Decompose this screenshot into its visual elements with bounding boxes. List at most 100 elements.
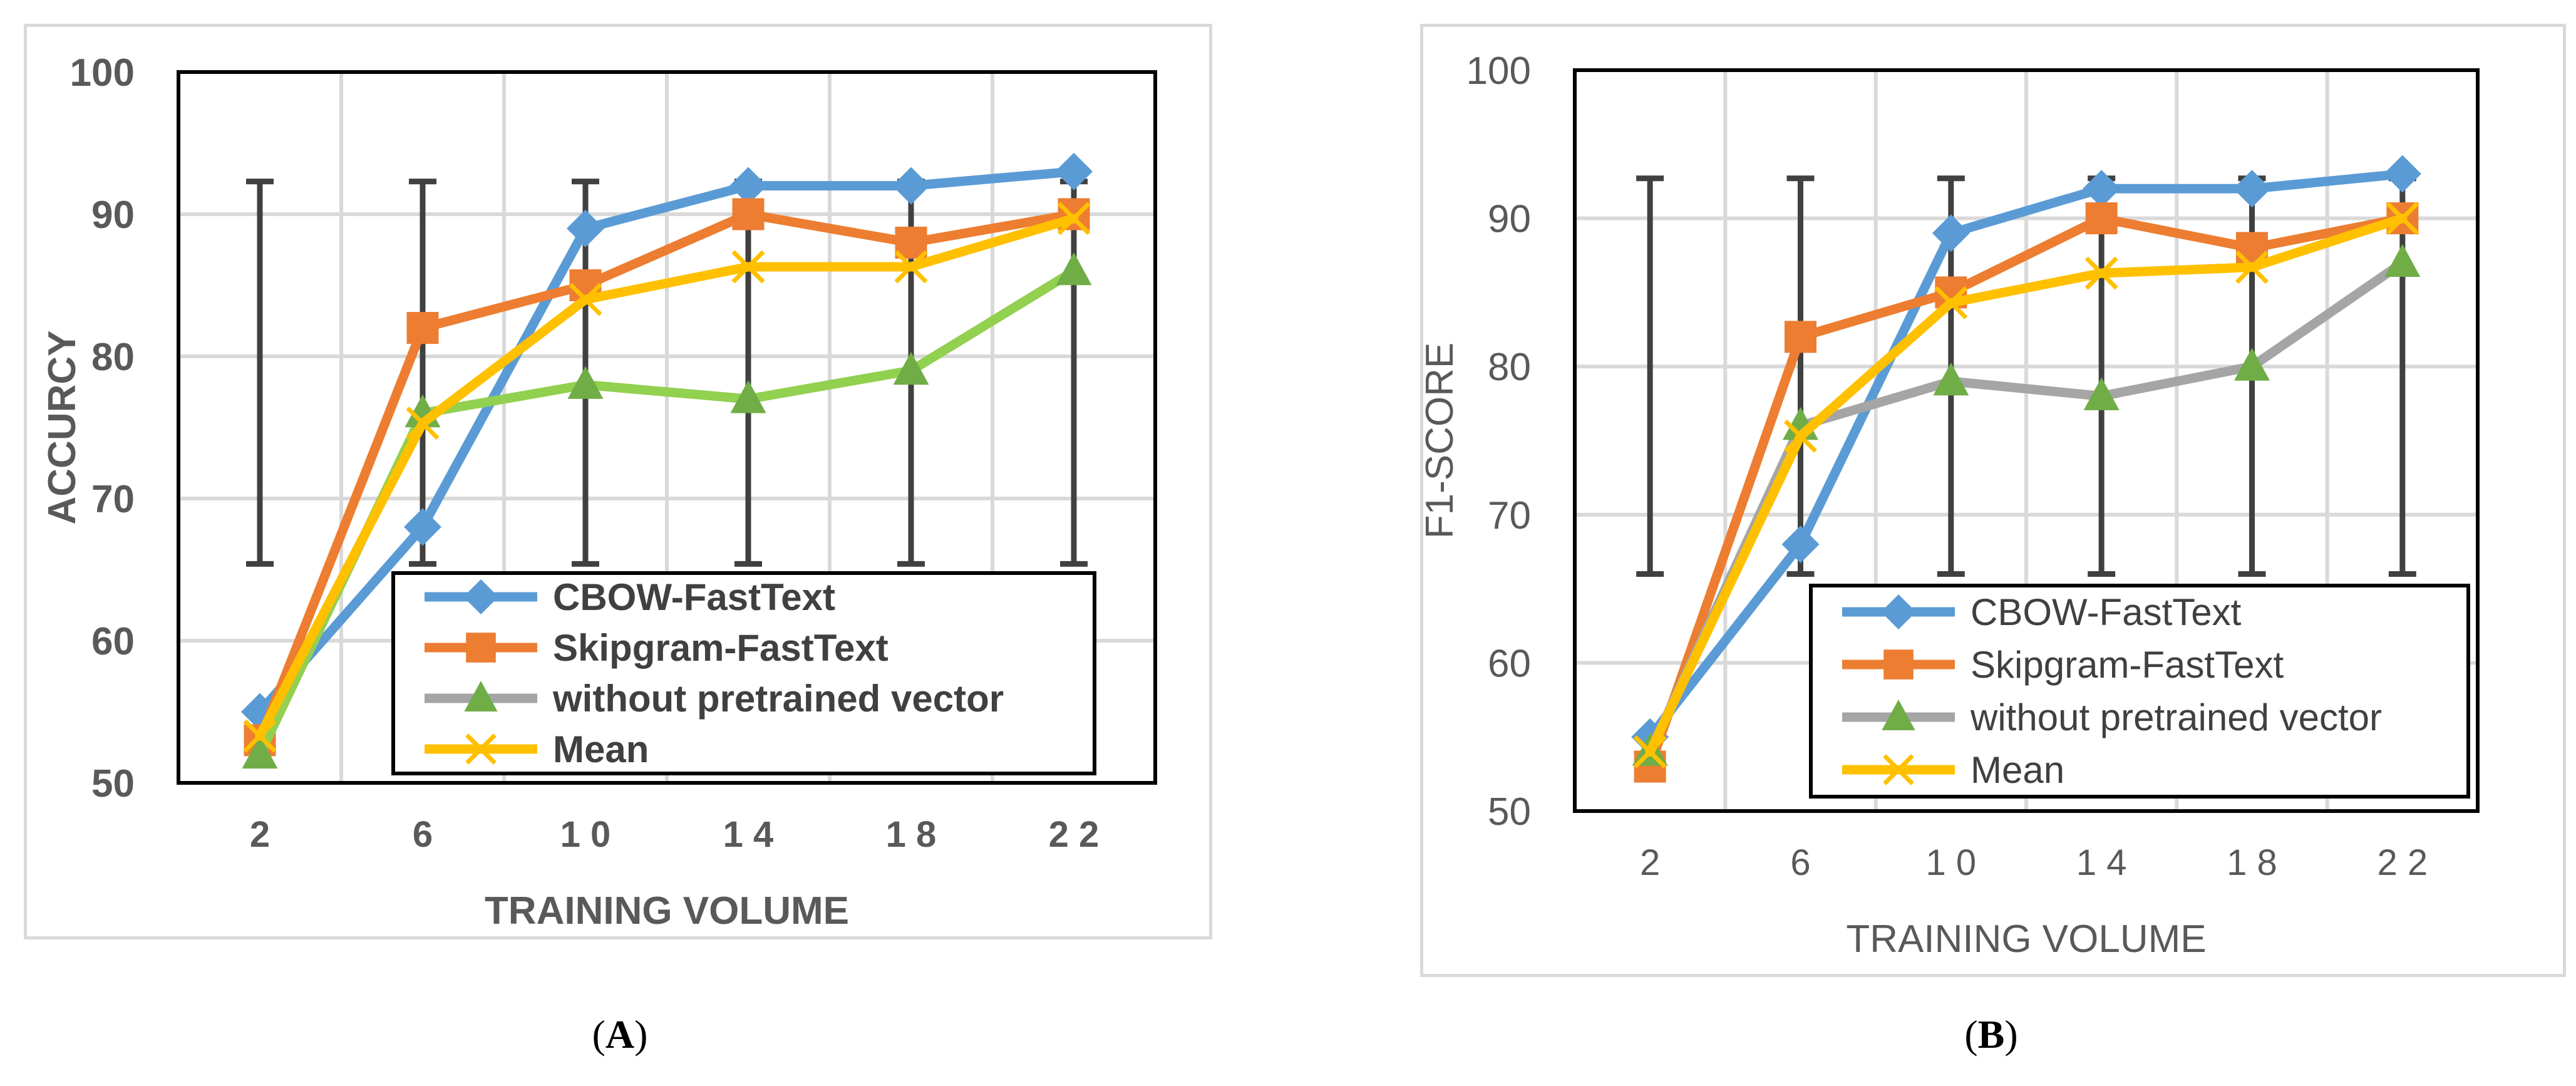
x-tick-label: 1 8: [2227, 842, 2277, 883]
data-point-x: [569, 282, 602, 316]
data-point-x: [406, 406, 440, 440]
series-mean: [243, 202, 1091, 753]
data-point-triangle: [1933, 362, 1969, 396]
x-axis-title: TRAINING VOLUME: [485, 889, 849, 933]
data-point-diamond: [404, 508, 441, 546]
x-tick-label: 1 8: [886, 814, 937, 855]
data-point-x: [465, 733, 497, 765]
data-point-diamond: [892, 167, 930, 205]
x-tick-label: 1 4: [723, 814, 774, 855]
x-tick-label: 1 0: [560, 814, 611, 855]
data-point-diamond: [729, 167, 767, 205]
data-point-triangle: [1056, 252, 1092, 286]
legend-label: Mean: [553, 728, 649, 770]
data-point-square: [466, 633, 496, 663]
x-tick-label: 2 2: [1049, 814, 1100, 855]
data-point-x: [894, 250, 928, 284]
plot-area-border: [177, 70, 1157, 785]
legend-box: [1809, 584, 2470, 799]
legend-item: without pretrained vector: [1842, 696, 2382, 738]
data-point-square: [1883, 649, 1914, 680]
data-point-triangle: [2234, 348, 2270, 381]
data-point-square: [406, 312, 439, 344]
chart-b-frame: [1420, 24, 2566, 977]
legend-item: Mean: [425, 728, 649, 770]
series-line: [1645, 214, 2408, 772]
legend-item: CBOW-FastText: [1842, 591, 2242, 633]
data-point-triangle: [242, 735, 278, 769]
series-cbow-fasttext: [241, 152, 1093, 731]
caption-b-letter: B: [1977, 1012, 2005, 1057]
x-axis-title: TRAINING VOLUME: [1846, 918, 2206, 961]
data-point-square: [2085, 202, 2118, 235]
data-point-diamond: [1055, 152, 1093, 190]
legend-item: without pretrained vector: [425, 678, 1004, 720]
series-line: [1645, 169, 2408, 742]
legend-item: Skipgram-FastText: [425, 627, 889, 669]
legend-label: Skipgram-FastText: [553, 627, 889, 669]
data-point-square: [1785, 321, 1816, 353]
data-point-diamond: [2233, 170, 2271, 208]
y-tick-label: 100: [70, 51, 135, 95]
legend-label: without pretrained vector: [552, 678, 1004, 720]
series-line: [255, 209, 1079, 745]
y-tick-label: 50: [91, 762, 135, 805]
data-point-triangle: [893, 351, 929, 385]
caption-a-letter: A: [605, 1012, 635, 1057]
data-point-x: [2386, 202, 2419, 235]
data-point-triangle: [730, 380, 766, 413]
data-point-diamond: [1781, 525, 1820, 564]
x-tick-label: 1 0: [1926, 842, 1977, 883]
y-tick-label: 60: [1488, 642, 1531, 685]
data-point-diamond: [2383, 155, 2421, 193]
legend-item: Mean: [1842, 749, 2064, 791]
data-point-x: [1057, 202, 1091, 235]
x-tick-label: 2: [250, 814, 270, 855]
series-line: [255, 214, 1079, 741]
data-point-diamond: [1881, 594, 1916, 629]
y-axis-title: ACCURCY: [41, 331, 84, 525]
y-tick-label: 90: [91, 194, 135, 237]
data-point-diamond: [567, 209, 604, 247]
x-tick-label: 6: [1790, 842, 1810, 883]
data-point-triangle: [1882, 700, 1915, 730]
data-point-diamond: [2083, 170, 2121, 208]
data-point-x: [1934, 286, 1968, 319]
data-point-triangle: [464, 681, 498, 711]
data-point-triangle: [2384, 244, 2421, 277]
data-point-x: [1633, 735, 1667, 768]
y-tick-label: 80: [91, 336, 135, 379]
y-tick-label: 60: [91, 620, 135, 663]
legend-label: Mean: [1971, 749, 2064, 791]
data-point-x: [2235, 251, 2269, 284]
legend-label: CBOW-FastText: [1971, 591, 2242, 633]
data-point-x: [731, 250, 765, 284]
x-tick-label: 2 2: [2378, 842, 2428, 883]
y-tick-label: 70: [1488, 494, 1531, 537]
legend-item: CBOW-FastText: [425, 576, 835, 618]
y-axis-title: F1-SCORE: [1418, 343, 1461, 539]
series-mean: [1633, 202, 2419, 768]
y-tick-label: 100: [1466, 49, 1531, 93]
data-point-triangle: [2083, 377, 2120, 411]
x-tick-label: 2: [1640, 842, 1660, 883]
data-point-x: [1784, 419, 1817, 453]
legend-label: without pretrained vector: [1970, 696, 2382, 738]
data-point-diamond: [1932, 214, 1970, 252]
data-point-triangle: [567, 366, 604, 399]
y-tick-label: 90: [1488, 198, 1531, 241]
data-point-x: [1883, 754, 1914, 785]
series-line: [1645, 214, 2408, 757]
x-tick-label: 6: [413, 814, 433, 855]
y-tick-label: 50: [1488, 790, 1531, 834]
data-point-x: [243, 719, 277, 753]
legend-item: Skipgram-FastText: [1842, 644, 2284, 686]
x-tick-label: 1 4: [2076, 842, 2127, 883]
plot-area-border: [1573, 68, 2480, 813]
caption-a: (A): [592, 1012, 648, 1057]
series-line: [255, 167, 1079, 716]
legend-label: CBOW-FastText: [553, 576, 835, 618]
y-tick-label: 80: [1488, 346, 1531, 389]
